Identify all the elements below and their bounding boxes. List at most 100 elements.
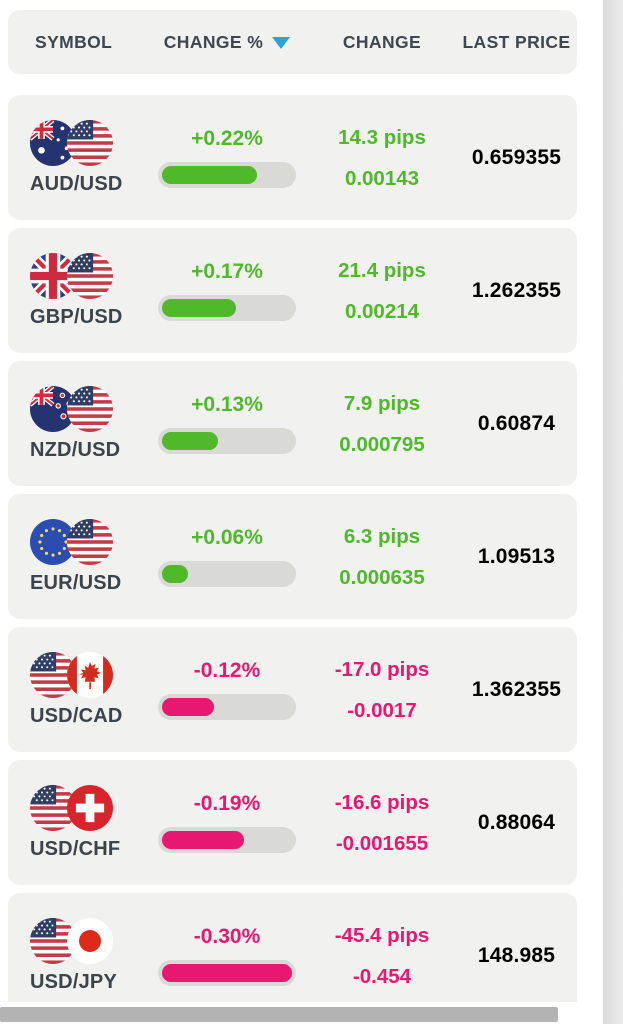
change-bar-fill [162, 432, 218, 450]
change-pct-cell: +0.13% [152, 393, 302, 454]
change-pct-cell: -0.12% [152, 659, 302, 720]
change-pct-cell: -0.19% [152, 792, 302, 853]
pair-flags [30, 784, 113, 831]
pair-flags [30, 518, 113, 565]
change-percent: -0.30% [193, 925, 261, 948]
column-header-change[interactable]: CHANGE [302, 32, 462, 53]
pair-row[interactable]: USD/CHF -0.19% -16.6 pips -0.001655 0.88… [8, 760, 577, 885]
column-header-change-pct[interactable]: CHANGE % [152, 32, 302, 53]
pair-symbol: USD/CAD [30, 704, 123, 727]
change-pct-cell: -0.30% [152, 925, 302, 986]
change-value: -0.0017 [347, 698, 417, 722]
usa-flag-icon [67, 252, 113, 299]
change-bar-track [158, 561, 296, 587]
pair-row[interactable]: GBP/USD +0.17% 21.4 pips 0.00214 1.26235… [8, 228, 577, 353]
last-price: 1.262355 [471, 278, 562, 302]
pair-row[interactable]: AUD/USD +0.22% 14.3 pips 0.00143 0.65935… [8, 95, 577, 220]
pair-symbol: GBP/USD [30, 305, 123, 328]
symbol-cell: USD/JPY [28, 917, 152, 994]
last-price: 148.985 [477, 943, 556, 967]
change-value: -0.454 [352, 964, 412, 988]
change-pips: -16.6 pips [334, 790, 430, 814]
change-bar-track [158, 960, 296, 986]
change-percent: +0.17% [191, 260, 263, 283]
pair-flags [30, 119, 113, 166]
pair-symbol: NZD/USD [30, 438, 121, 461]
japan-flag-icon [67, 917, 113, 964]
change-percent: -0.12% [193, 659, 261, 682]
canada-flag-icon [67, 651, 113, 698]
pairs-table: SYMBOL CHANGE % CHANGE LAST PRICE AUD/US… [8, 10, 577, 1002]
change-pct-cell: +0.22% [152, 127, 302, 188]
change-cell: -45.4 pips -0.454 [302, 915, 462, 997]
change-value: 0.000635 [339, 565, 425, 589]
last-price: 0.60874 [477, 411, 556, 435]
pair-row[interactable]: EUR/USD +0.06% 6.3 pips 0.000635 1.09513 [8, 494, 577, 619]
column-header-last-price[interactable]: LAST PRICE [462, 32, 571, 53]
pair-symbol: AUD/USD [30, 172, 123, 195]
usa-flag-icon [67, 518, 113, 565]
change-cell: 14.3 pips 0.00143 [302, 117, 462, 199]
change-pips: -45.4 pips [334, 923, 430, 947]
switzerland-flag-icon [67, 784, 113, 831]
change-pct-header-label: CHANGE % [163, 31, 264, 52]
change-bar-fill [162, 565, 188, 583]
last-price: 1.09513 [477, 544, 556, 568]
change-bar-track [158, 162, 296, 188]
change-bar-track [158, 295, 296, 321]
change-cell: -16.6 pips -0.001655 [302, 782, 462, 864]
pair-flags [30, 252, 113, 299]
last-price: 1.362355 [471, 677, 562, 701]
pairs-list: AUD/USD +0.22% 14.3 pips 0.00143 0.65935… [8, 95, 577, 1002]
change-bar-fill [162, 831, 244, 849]
table-header-row: SYMBOL CHANGE % CHANGE LAST PRICE [8, 10, 577, 74]
change-pips: 21.4 pips [338, 258, 426, 282]
change-pips: 14.3 pips [338, 125, 426, 149]
change-pips: 6.3 pips [343, 524, 421, 548]
pair-flags [30, 385, 113, 432]
last-price: 0.659355 [471, 145, 562, 169]
change-pips: -17.0 pips [334, 657, 430, 681]
right-edge-panel [603, 0, 623, 1024]
symbol-cell: USD/CHF [28, 784, 152, 861]
usa-flag-icon [67, 119, 113, 166]
change-bar-track [158, 827, 296, 853]
horizontal-scrollbar[interactable] [0, 1007, 558, 1022]
change-cell: -17.0 pips -0.0017 [302, 649, 462, 731]
pair-row[interactable]: USD/CAD -0.12% -17.0 pips -0.0017 1.3623… [8, 627, 577, 752]
pair-symbol: USD/JPY [30, 970, 117, 993]
change-percent: +0.13% [191, 393, 263, 416]
usa-flag-icon [67, 385, 113, 432]
symbol-cell: GBP/USD [28, 252, 152, 329]
uk-flag-icon [30, 252, 76, 299]
change-bar-fill [162, 166, 257, 184]
symbol-cell: EUR/USD [28, 518, 152, 595]
last-price-header-label: LAST PRICE [462, 31, 571, 52]
sort-descending-icon[interactable] [272, 37, 291, 49]
pair-flags [30, 917, 113, 964]
change-cell: 6.3 pips 0.000635 [302, 516, 462, 598]
pair-row[interactable]: USD/JPY -0.30% -45.4 pips -0.454 148.985 [8, 893, 577, 1002]
change-bar-fill [162, 964, 292, 982]
change-cell: 21.4 pips 0.00214 [302, 250, 462, 332]
symbol-cell: NZD/USD [28, 385, 152, 462]
change-pips: 7.9 pips [343, 391, 421, 415]
change-value: 0.00143 [344, 166, 420, 190]
pair-flags [30, 651, 113, 698]
pair-symbol: USD/CHF [30, 837, 121, 860]
symbol-header-label: SYMBOL [35, 31, 113, 52]
symbol-cell: USD/CAD [28, 651, 152, 728]
last-price: 0.88064 [477, 810, 556, 834]
change-percent: +0.22% [191, 127, 263, 150]
column-header-symbol[interactable]: SYMBOL [28, 32, 152, 53]
change-value: 0.00214 [344, 299, 420, 323]
change-pct-cell: +0.17% [152, 260, 302, 321]
pair-row[interactable]: NZD/USD +0.13% 7.9 pips 0.000795 0.60874 [8, 361, 577, 486]
change-pct-cell: +0.06% [152, 526, 302, 587]
symbol-cell: AUD/USD [28, 119, 152, 196]
change-percent: -0.19% [193, 792, 261, 815]
change-header-label: CHANGE [342, 31, 422, 52]
pair-symbol: EUR/USD [30, 571, 122, 594]
change-bar-fill [162, 698, 214, 716]
change-value: 0.000795 [339, 432, 425, 456]
